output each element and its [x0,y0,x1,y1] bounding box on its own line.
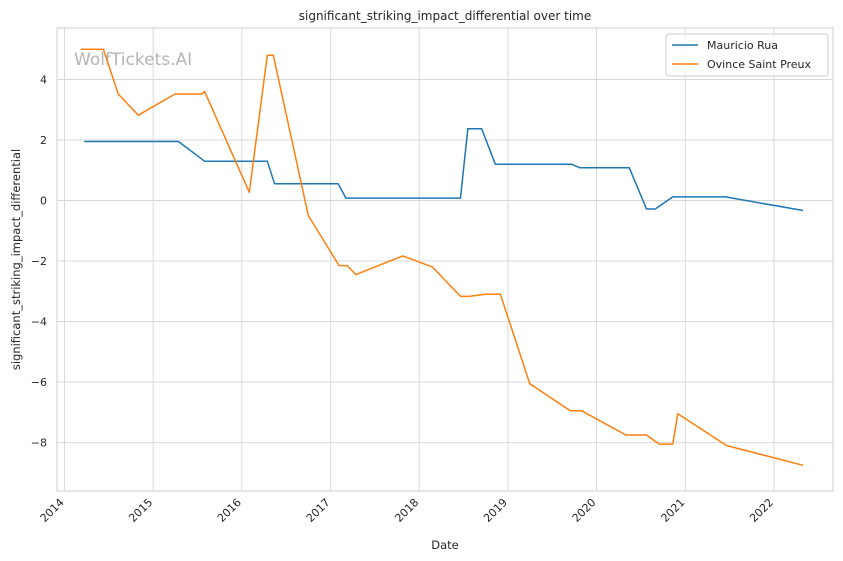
legend-label: Ovince Saint Preux [707,58,812,71]
series-line [81,48,804,467]
series-line [84,128,804,212]
y-tick-label: −2 [31,255,47,268]
plot-frame [56,27,834,492]
watermark: WolfTickets.AI [74,50,192,70]
y-tick-label: −6 [31,376,47,389]
y-tick-label: −4 [31,316,47,329]
y-tick-label: 2 [40,134,47,147]
grid [57,28,833,491]
y-tick-label: 0 [40,194,47,207]
legend: Mauricio Rua Ovince Saint Preux [665,33,829,77]
y-axis-title: significant_striking_impact_differential [9,149,23,370]
series-layer [81,48,804,467]
y-axis-ticks: 4 2 0 −2 −4 −6 −8 [31,73,47,449]
y-tick-label: −8 [31,437,47,450]
legend-box [665,33,829,77]
x-axis-title: Date [431,538,459,552]
chart-title: significant_striking_impact_differential… [299,9,591,23]
legend-label: Mauricio Rua [707,39,778,52]
y-tick-label: 4 [40,73,47,86]
